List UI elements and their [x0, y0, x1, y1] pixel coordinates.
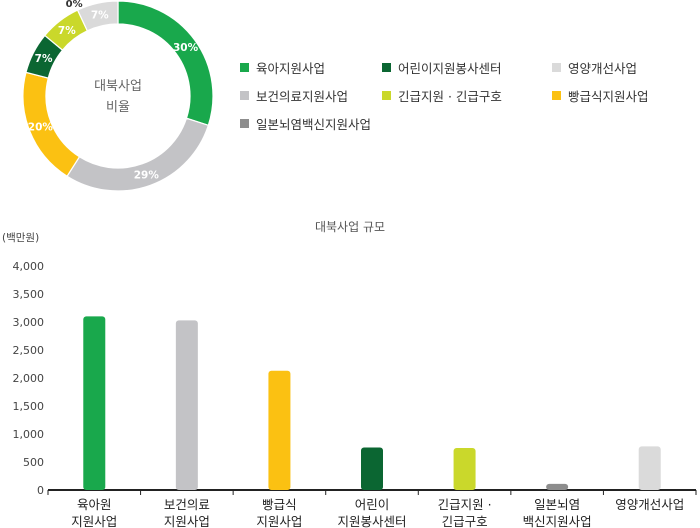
- y-tick-label: 2,000: [13, 372, 45, 385]
- legend-swatch: [240, 119, 249, 128]
- x-tick-label: 빵급식: [262, 497, 297, 512]
- legend-swatch: [240, 63, 249, 72]
- bar-ppang: [268, 370, 291, 490]
- x-tick-label: 지원봉사센터: [337, 514, 406, 528]
- legend-label: 보건의료지원사업: [256, 89, 349, 104]
- bar-chart-title: 대북사업 규모: [314, 220, 386, 234]
- donut-label-ginkeup: 7%: [58, 25, 76, 37]
- legend-item-ginkeup: 긴급지원 · 긴급구호: [382, 86, 502, 105]
- donut-label-ilbon: 0%: [66, 0, 83, 10]
- donut-label-bogeon: 29%: [134, 170, 160, 182]
- legend-label: 육아지원사업: [256, 61, 326, 76]
- legend-item-bogeon: 보건의료지원사업: [240, 86, 348, 105]
- legend-label: 어린이지원봉사센터: [398, 61, 502, 76]
- x-tick-label: 육아원: [77, 497, 112, 512]
- y-tick-label: 500: [23, 456, 44, 469]
- legend-label: 빵급식지원사업: [568, 89, 649, 104]
- x-tick-label: 어린이: [355, 497, 390, 512]
- y-tick-label: 3,000: [13, 316, 45, 329]
- y-tick-label: 3,500: [13, 288, 45, 301]
- y-axis-unit-label: (백만원): [2, 232, 40, 244]
- y-tick-label: 0: [37, 484, 44, 497]
- legend-label: 영양개선사업: [568, 61, 638, 76]
- bar-ginkeup: [453, 448, 476, 490]
- bar-yeongyang: [638, 446, 661, 490]
- x-tick-label: 긴급구호: [442, 514, 488, 528]
- x-tick-label: 일본뇌염: [534, 497, 580, 512]
- legend-label: 일본뇌염백신지원사업: [256, 117, 372, 132]
- x-tick-label: 백신지원사업: [523, 514, 592, 528]
- donut-center-label: 비율: [106, 100, 130, 115]
- y-tick-label: 1,000: [13, 428, 45, 441]
- x-tick-label: 지원사업: [256, 514, 302, 528]
- legend-item-eorini: 어린이지원봉사센터: [382, 58, 502, 77]
- legend-item-ilbon: 일본뇌염백신지원사업: [240, 114, 371, 133]
- donut-label-eorini: 7%: [35, 53, 53, 65]
- x-tick-label: 영양개선사업: [615, 497, 684, 512]
- y-tick-label: 4,000: [13, 260, 45, 273]
- bar-bogeon: [175, 320, 198, 490]
- donut-label-yeongyang: 7%: [91, 10, 109, 22]
- bar-yuga: [83, 316, 106, 490]
- legend-swatch: [552, 63, 561, 72]
- legend-swatch: [552, 91, 561, 100]
- donut-slice-yeongyang: [76, 0, 119, 32]
- bar-chart: 0 500 1,000 1,500 2,000 2,500 3,000 3,500 4,000 육…: [13, 260, 697, 528]
- legend-item-yeongyang: 영양개선사업: [552, 58, 637, 77]
- donut-label-ppang: 20%: [28, 122, 54, 134]
- donut-label-yuga: 30%: [173, 42, 199, 54]
- y-tick-label: 2,500: [13, 344, 45, 357]
- legend-item-ppang: 빵급식지원사업: [552, 86, 649, 105]
- x-tick-label: 보건의료: [164, 497, 210, 512]
- x-tick-label: 긴급지원 ·: [438, 497, 492, 512]
- legend-item-yuga: 육아지원사업: [240, 58, 325, 77]
- legend-label: 긴급지원 · 긴급구호: [398, 89, 502, 104]
- bar-eorini: [361, 447, 383, 490]
- legend-swatch: [382, 63, 391, 72]
- donut-center-label: 대북사업: [94, 79, 142, 94]
- bar-ilbon: [546, 483, 569, 490]
- x-tick-label: 지원사업: [164, 514, 210, 528]
- legend-swatch: [382, 91, 391, 100]
- legend-swatch: [240, 91, 249, 100]
- y-tick-label: 1,500: [13, 400, 45, 413]
- x-tick-label: 지원사업: [71, 514, 117, 528]
- donut-slice-yuga: [117, 0, 214, 127]
